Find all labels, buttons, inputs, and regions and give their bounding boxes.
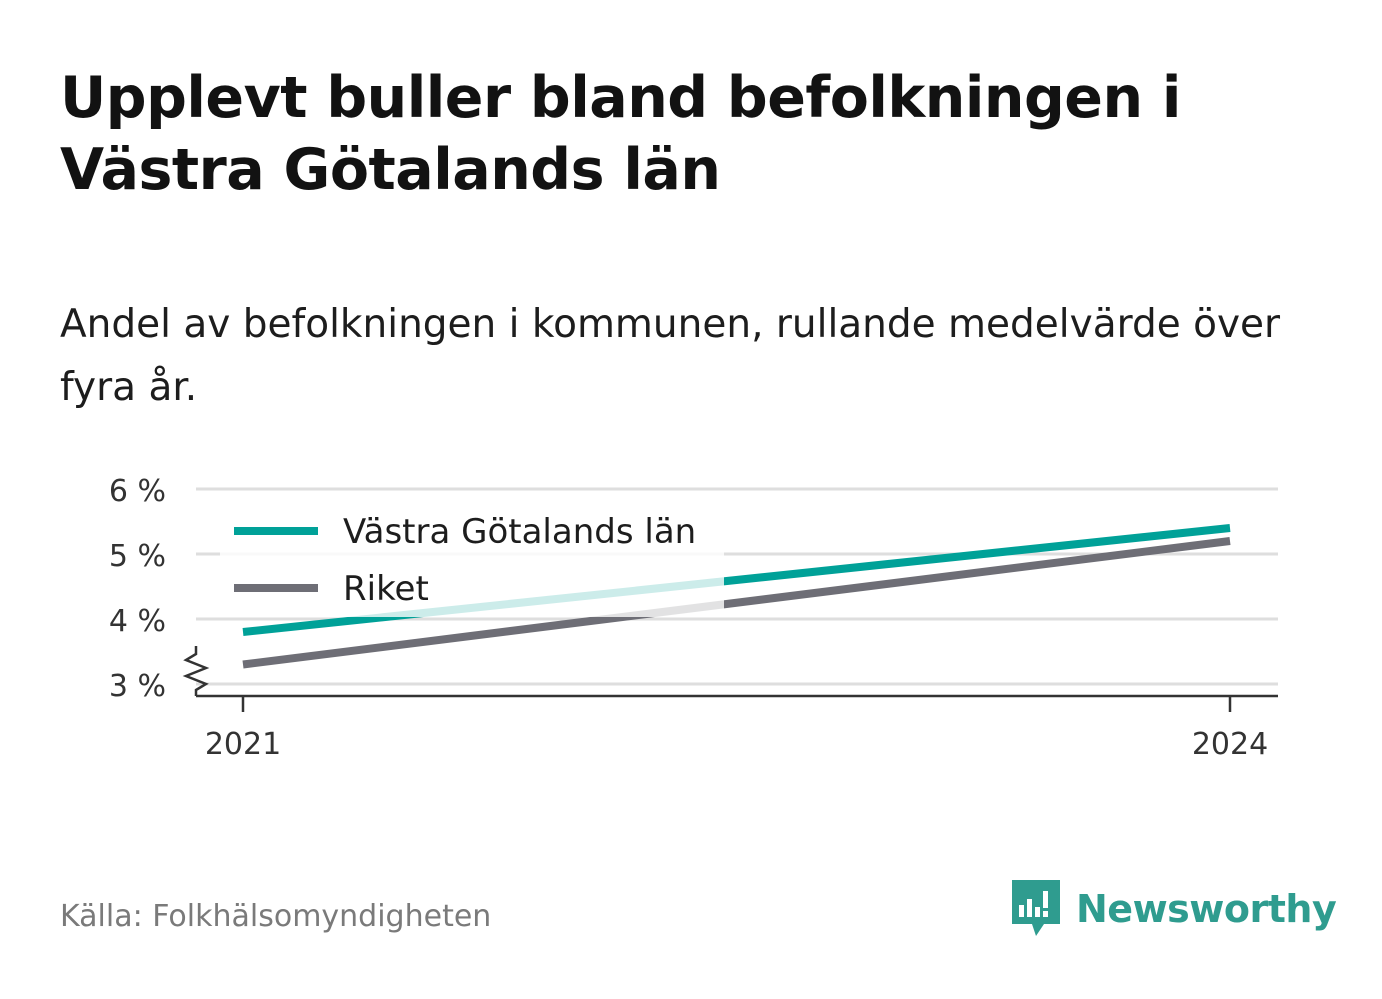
y-tick-label: 6 % [109,474,166,509]
x-tick-label: 2021 [205,727,281,762]
source-note: Källa: Folkhälsomyndigheten [60,899,492,934]
y-tick-labels: 3 % 4 % 5 % 6 % [109,474,166,704]
chart-title: Upplevt buller bland befolkningen i Väst… [60,65,1181,203]
y-tick-label: 3 % [109,669,166,704]
y-tick-label: 4 % [109,604,166,639]
legend-box [220,503,724,617]
newsworthy-logo-icon [1012,880,1060,936]
brand-name: Newsworthy [1076,887,1337,931]
x-tick-label: 2024 [1192,727,1268,762]
y-tick-label: 5 % [109,539,166,574]
axes [182,646,1278,712]
x-tick-labels: 2021 2024 [205,727,1268,762]
brand-logo: Newsworthy [1010,878,1337,940]
legend-label: Västra Götalands län [343,512,696,552]
chart-subtitle: Andel av befolkningen i kommunen, rullan… [60,302,1281,410]
y-axis-break-icon [182,646,210,696]
legend: Västra Götalands län Riket [220,503,724,617]
legend-label: Riket [343,569,429,609]
series-line [242,537,1231,669]
